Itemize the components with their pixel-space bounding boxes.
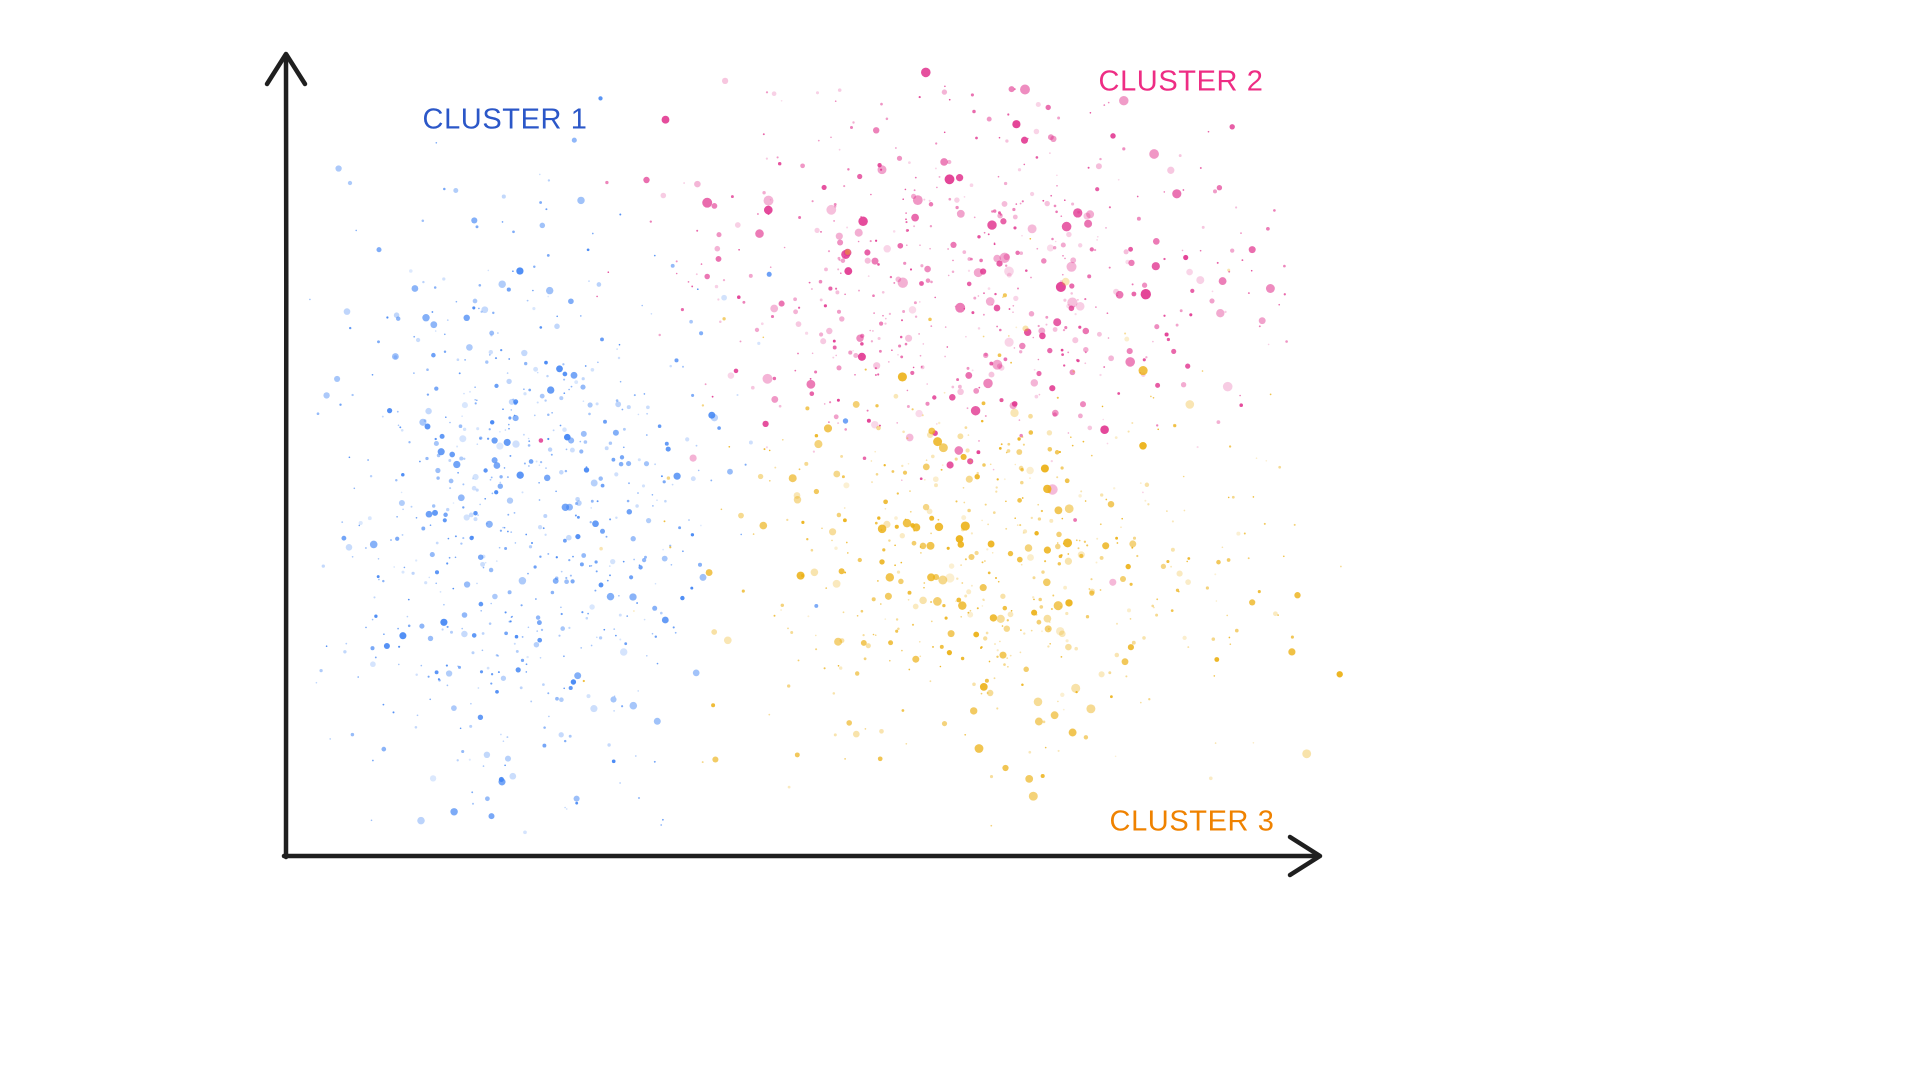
x-axis-arrow-icon — [1287, 834, 1323, 878]
points-layer — [309, 67, 1343, 835]
cluster-1-label: CLUSTER 1 — [422, 103, 588, 136]
cluster-1-points — [309, 96, 849, 835]
y-axis-arrow-icon — [264, 51, 308, 87]
axes — [264, 51, 1323, 878]
x-axis-line — [281, 853, 1319, 859]
cluster-3-label: CLUSTER 3 — [1109, 805, 1275, 838]
y-axis-line — [283, 57, 289, 860]
cluster-2-label: CLUSTER 2 — [1098, 65, 1264, 98]
cluster-2-points — [538, 67, 1288, 586]
cluster-3-points — [582, 237, 1343, 827]
